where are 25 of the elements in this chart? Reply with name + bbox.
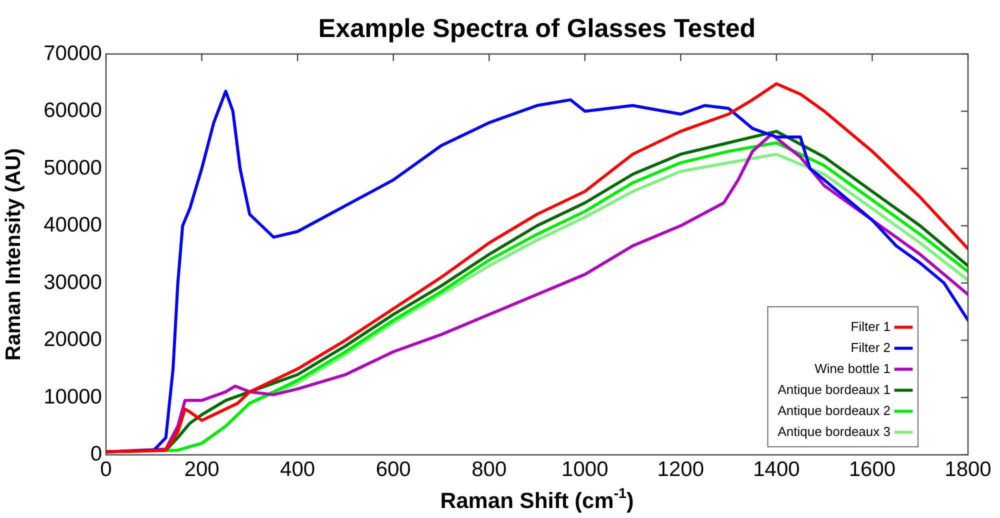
legend-label: Wine bottle 1 bbox=[814, 360, 890, 376]
x-tick-label: 1600 bbox=[848, 458, 896, 482]
y-tick-label: 0 bbox=[90, 442, 102, 466]
legend-label: Antique bordeaux 1 bbox=[778, 382, 890, 397]
x-tick-label: 200 bbox=[184, 458, 220, 482]
x-tick-label: 400 bbox=[280, 458, 316, 482]
legend-label: Antique bordeaux 2 bbox=[778, 402, 890, 418]
x-tick-label: 1400 bbox=[753, 458, 800, 482]
x-tick-label: 1800 bbox=[944, 458, 992, 482]
x-tick-label: 600 bbox=[376, 458, 411, 482]
y-tick-label: 70000 bbox=[44, 42, 102, 65]
legend-label: Antique bordeaux 3 bbox=[778, 424, 890, 439]
x-tick-label: 800 bbox=[472, 458, 507, 482]
x-tick-label: 1200 bbox=[657, 458, 704, 482]
y-tick-label: 50000 bbox=[44, 156, 102, 180]
legend-label: Filter 2 bbox=[850, 340, 890, 355]
y-tick-label: 30000 bbox=[44, 270, 102, 294]
y-tick-label: 40000 bbox=[44, 214, 102, 237]
x-tick-label: 1000 bbox=[562, 458, 608, 482]
y-tick-label: 10000 bbox=[44, 385, 102, 408]
chart-title: Example Spectra of Glasses Tested bbox=[318, 13, 756, 44]
y-axis-title: Raman Intensity (AU) bbox=[2, 148, 25, 361]
legend-label: Filter 1 bbox=[850, 318, 890, 334]
y-tick-label: 60000 bbox=[44, 99, 102, 122]
y-tick-label: 20000 bbox=[44, 328, 102, 352]
